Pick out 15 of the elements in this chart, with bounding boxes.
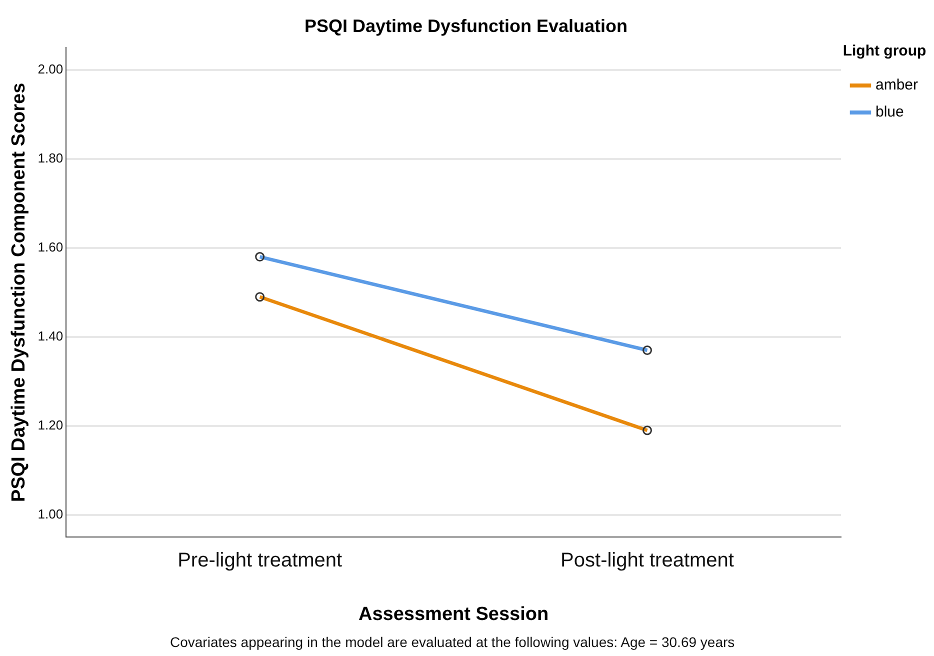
x-tick-label: Post-light treatment xyxy=(560,550,734,572)
legend-label: amber xyxy=(875,76,918,94)
legend-title: Light group xyxy=(842,42,926,60)
y-tick-label: 2.00 xyxy=(38,61,64,76)
y-tick-label: 1.20 xyxy=(38,418,64,433)
y-tick-label: 1.00 xyxy=(38,506,64,522)
y-axis-title: PSQI Daytime Dysfunction Component Scores xyxy=(8,82,30,502)
y-tick-label: 1.80 xyxy=(38,150,64,166)
y-tick-label: 1.60 xyxy=(38,239,64,254)
legend-label: blue xyxy=(875,104,904,121)
x-tick-label: Pre-light treatment xyxy=(178,550,343,572)
chart-title: PSQI Daytime Dysfunction Evaluation xyxy=(304,16,628,36)
text: Covariates appearing in the model are evaluated at the following values: Age = 30.69 years xyxy=(170,634,735,650)
x-axis-title: Assessment Session xyxy=(358,604,549,625)
y-tick-label: 1.40 xyxy=(38,328,64,344)
